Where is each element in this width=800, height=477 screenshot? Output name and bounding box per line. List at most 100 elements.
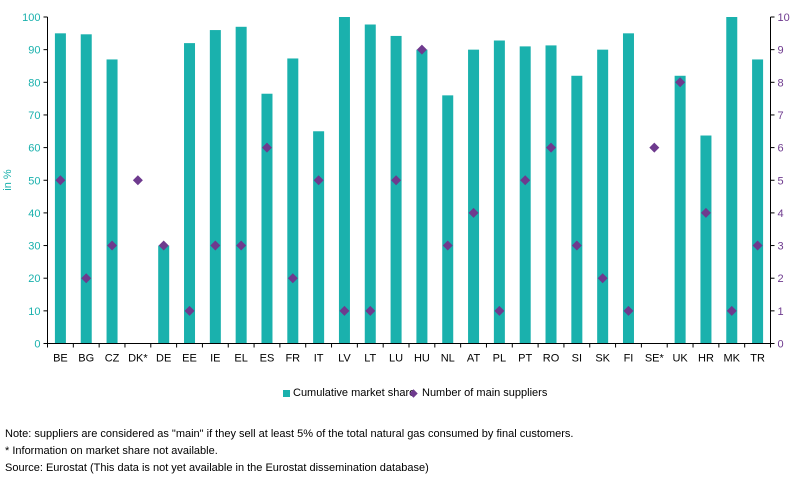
bar-NL — [442, 95, 454, 344]
bar-LV — [338, 17, 350, 344]
bar-LU — [390, 35, 402, 344]
point-LU — [391, 175, 402, 186]
y2-tick-label: 1 — [778, 306, 784, 318]
bar-CZ — [106, 59, 118, 344]
x-tick-label: RO — [543, 353, 560, 365]
point-BE — [55, 175, 66, 186]
y-axis-title: in % — [2, 169, 14, 191]
bar-IT — [313, 131, 325, 344]
x-tick-label: IE — [210, 353, 220, 365]
bar-MK — [726, 17, 738, 344]
x-tick-label: LU — [389, 353, 403, 365]
point-IT — [313, 175, 324, 186]
legend-item-suppliers: Number of main suppliers — [409, 387, 548, 399]
point-LV — [339, 305, 350, 316]
bar-RO — [545, 45, 557, 344]
y2-tick-label: 5 — [778, 175, 784, 187]
x-tick-label: BE — [53, 353, 68, 365]
point-PL — [494, 305, 505, 316]
x-tick-label: HR — [698, 353, 714, 365]
legend-diamond-swatch — [409, 388, 418, 398]
bar-HU — [416, 49, 428, 344]
x-tick-label: TR — [750, 353, 765, 365]
bar-HR — [700, 135, 712, 344]
x-tick-label: ES — [260, 353, 275, 365]
x-tick-label: SE* — [645, 353, 665, 365]
point-DK — [132, 175, 143, 186]
bar-EL — [235, 26, 247, 344]
point-HR — [700, 207, 711, 218]
y2-tick-label: 9 — [778, 45, 784, 57]
bar-PL — [493, 40, 505, 344]
note-market-share: * Information on market share not availa… — [5, 445, 218, 457]
y-tick-label: 80 — [28, 77, 40, 89]
y-tick-label: 50 — [28, 175, 40, 187]
y2-tick-label: 10 — [778, 12, 790, 24]
bar-BE — [54, 33, 66, 344]
bar-FR — [287, 58, 299, 344]
point-IE — [210, 240, 221, 251]
x-tick-label: EE — [182, 353, 197, 365]
x-tick-label: SI — [572, 353, 582, 365]
chart: in % 0 10 20 30 40 50 60 70 80 90 100 0 1 2 3 4 5 6 7 8 9 10 B… — [2, 12, 790, 365]
point-TR — [752, 240, 763, 251]
bar-SI — [571, 75, 583, 344]
x-tick-label: PL — [493, 353, 506, 365]
legend-bar-label: Cumulative market share — [293, 387, 416, 399]
y-tick-label: 20 — [28, 273, 40, 285]
bar-PT — [519, 46, 531, 344]
y2-tick-label: 0 — [778, 339, 784, 351]
bar-DE — [158, 245, 170, 344]
legend-point-label: Number of main suppliers — [422, 387, 548, 399]
x-tick-label: BG — [78, 353, 94, 365]
x-tick-label: DE — [156, 353, 171, 365]
x-tick-label: LV — [338, 353, 351, 365]
bar-EE — [184, 43, 196, 344]
y-tick-label: 100 — [22, 12, 40, 24]
bar-FI — [622, 33, 634, 344]
note-source: Source: Eurostat (This data is not yet a… — [5, 462, 429, 474]
x-tick-label: UK — [672, 353, 688, 365]
x-tick-label: FI — [624, 353, 634, 365]
point-EL — [236, 240, 247, 251]
bar-LT — [364, 24, 376, 344]
point-ES — [261, 142, 272, 153]
point-NL — [442, 240, 453, 251]
point-BG — [81, 273, 92, 284]
point-RO — [546, 142, 557, 153]
x-tick-label: EL — [234, 353, 247, 365]
bar-TR — [752, 59, 764, 344]
x-tick-label: AT — [467, 353, 481, 365]
point-UK — [675, 77, 686, 88]
point-AT — [468, 207, 479, 218]
y2-tick-label: 7 — [778, 110, 784, 122]
point-DE — [158, 240, 169, 251]
legend-bar-swatch — [283, 389, 290, 397]
plot-area: 0 10 20 30 40 50 60 70 80 90 100 0 1 2 3 4 5 6 7 8 9 10 BE BG CZ… — [22, 12, 790, 365]
y-tick-label: 90 — [28, 45, 40, 57]
y2-tick-label: 2 — [778, 273, 784, 285]
point-SK — [597, 273, 608, 284]
x-tick-label: SK — [595, 353, 610, 365]
x-tick-label: IT — [314, 353, 324, 365]
x-tick-label: LT — [364, 353, 376, 365]
bar-BG — [80, 34, 92, 344]
x-tick-label: HU — [414, 353, 430, 365]
bar-UK — [674, 75, 686, 344]
y-tick-label: 30 — [28, 241, 40, 253]
point-FR — [287, 273, 298, 284]
point-SI — [571, 240, 582, 251]
bar-AT — [468, 49, 480, 344]
y2-tick-label: 8 — [778, 77, 784, 89]
point-LT — [365, 305, 376, 316]
x-tick-label: DK* — [128, 353, 148, 365]
y-tick-label: 40 — [28, 208, 40, 220]
note-main-suppliers: Note: suppliers are considered as "main"… — [5, 428, 574, 440]
x-tick-label: CZ — [105, 353, 120, 365]
y2-tick-label: 3 — [778, 241, 784, 253]
point-MK — [726, 305, 737, 316]
y-tick-label: 0 — [34, 339, 40, 351]
legend-item-market-share: Cumulative market share — [283, 387, 415, 399]
x-tick-label: NL — [441, 353, 455, 365]
point-HU — [416, 44, 427, 55]
